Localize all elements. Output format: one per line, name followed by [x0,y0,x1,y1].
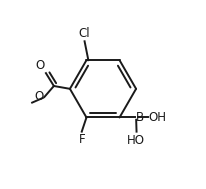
Text: HO: HO [127,135,145,147]
Text: F: F [78,133,85,146]
Text: O: O [34,90,43,103]
Text: OH: OH [149,111,167,124]
Text: O: O [35,59,44,72]
Text: B: B [136,111,144,124]
Text: Cl: Cl [79,27,90,40]
